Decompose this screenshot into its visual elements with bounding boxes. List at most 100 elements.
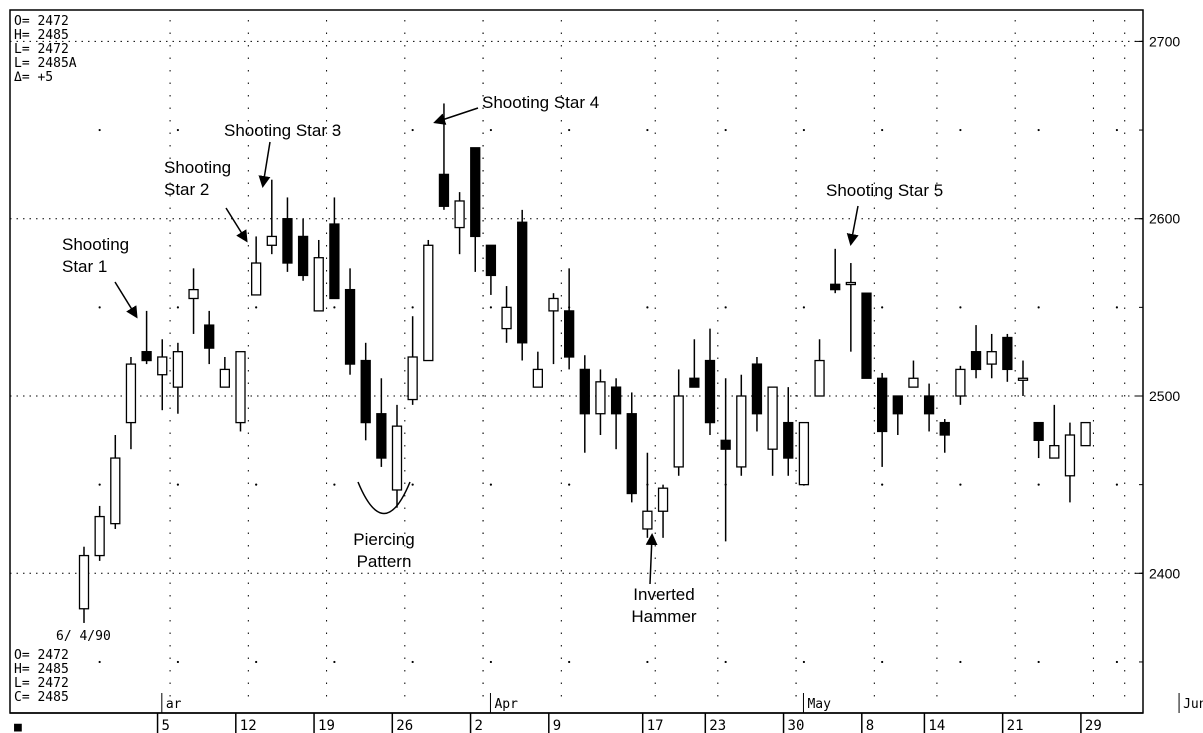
annotation-label: Inverted — [633, 585, 694, 604]
readout-bottom-line: C= 2485 — [14, 690, 69, 705]
grid-dot — [176, 128, 179, 132]
grid-dot — [176, 483, 179, 486]
candle-body — [282, 218, 293, 264]
annotation-label: Hammer — [631, 607, 697, 626]
candle — [814, 339, 825, 397]
candle-body — [579, 368, 590, 415]
readout-date: 6/ 4/90 — [56, 629, 111, 644]
grid-dot — [646, 128, 649, 132]
grid-dot — [802, 306, 806, 309]
candle — [250, 236, 262, 296]
candle — [188, 268, 199, 334]
grid-dot — [568, 660, 571, 664]
candle-body — [908, 377, 919, 388]
candle — [892, 395, 903, 436]
grid-dot — [1037, 128, 1040, 132]
candle-body — [970, 351, 982, 371]
candle-body — [470, 147, 481, 238]
candle-body — [501, 306, 512, 330]
grid-dot — [724, 128, 727, 132]
candle — [219, 356, 231, 388]
x-tick-label: 21 — [1007, 718, 1024, 733]
y-tick-label: 2400 — [1149, 565, 1180, 581]
candle-body — [720, 439, 731, 450]
candle-body — [657, 487, 669, 512]
candle-body — [517, 221, 528, 344]
candle-body — [1033, 421, 1044, 441]
grid-dot — [1037, 483, 1040, 486]
candle — [110, 435, 121, 529]
annotation-arrow — [114, 281, 138, 319]
grid-dot — [802, 660, 806, 664]
grid-dot — [568, 483, 571, 486]
candle-body — [204, 324, 215, 349]
y-tick-label: 2700 — [1149, 33, 1180, 49]
readout-top-line: L= 2485A — [14, 56, 77, 71]
annotation-arrow — [258, 141, 271, 188]
candle — [157, 339, 168, 411]
candle-body — [1064, 434, 1076, 477]
candle-body — [877, 377, 888, 433]
candle — [297, 218, 309, 281]
candle-body — [376, 413, 387, 459]
grid-dot — [411, 483, 414, 486]
grid-dot — [98, 483, 101, 486]
grid-dot — [959, 483, 962, 486]
grid-dot — [489, 128, 492, 132]
candle-body — [110, 457, 121, 525]
candle — [501, 286, 512, 343]
readout-bottom-line: L= 2472 — [14, 676, 69, 691]
month-label: Jun — [1183, 697, 1203, 712]
candle-body — [250, 262, 262, 296]
candle-body — [454, 200, 465, 229]
x-tick-label: 19 — [318, 718, 335, 733]
grid-dot — [333, 483, 336, 486]
readout-bottom-line: O= 2472 — [14, 648, 69, 663]
candle-body — [642, 510, 653, 530]
candle — [313, 239, 324, 312]
readout-top-line: H= 2485 — [14, 28, 69, 43]
candle — [360, 342, 371, 441]
candle-body — [485, 244, 497, 277]
x-tick-label: 26 — [396, 718, 413, 733]
x-tick-label: 2 — [475, 718, 483, 733]
x-tick-label: 17 — [647, 718, 664, 733]
candle-body — [78, 554, 90, 610]
candle-body — [125, 363, 137, 424]
candle — [1080, 421, 1091, 447]
candle — [877, 372, 888, 467]
grid-dot — [1115, 306, 1118, 309]
candle — [266, 179, 277, 255]
annotation-label: Pattern — [357, 552, 412, 571]
candle — [689, 339, 700, 388]
piercing-pattern-arc — [357, 481, 411, 514]
candle — [125, 356, 137, 450]
candle-body — [830, 283, 841, 291]
candle-body — [172, 351, 184, 388]
candle-body — [188, 288, 199, 300]
candle — [78, 546, 90, 623]
candle — [798, 421, 810, 486]
candle — [1033, 421, 1044, 459]
candle — [783, 387, 794, 476]
candle — [861, 292, 872, 379]
candle-body — [767, 386, 778, 450]
candle-body — [564, 310, 575, 358]
annotations: Shooting Star 1 Shooting Star 2 Shooting Sta… — [62, 93, 943, 626]
grid-dot — [98, 128, 101, 132]
candle-body — [798, 421, 810, 486]
x-tick-label: 9 — [553, 718, 561, 733]
grid-dot — [1037, 660, 1040, 664]
candle-body — [391, 425, 403, 491]
grid-dot — [881, 483, 884, 486]
readout-top-line: Δ= +5 — [14, 70, 53, 85]
candle — [470, 147, 481, 272]
grid-dot — [98, 660, 101, 664]
candle — [986, 333, 997, 379]
candle-body — [1049, 444, 1060, 459]
candle — [579, 355, 590, 453]
candle-body — [329, 223, 340, 300]
